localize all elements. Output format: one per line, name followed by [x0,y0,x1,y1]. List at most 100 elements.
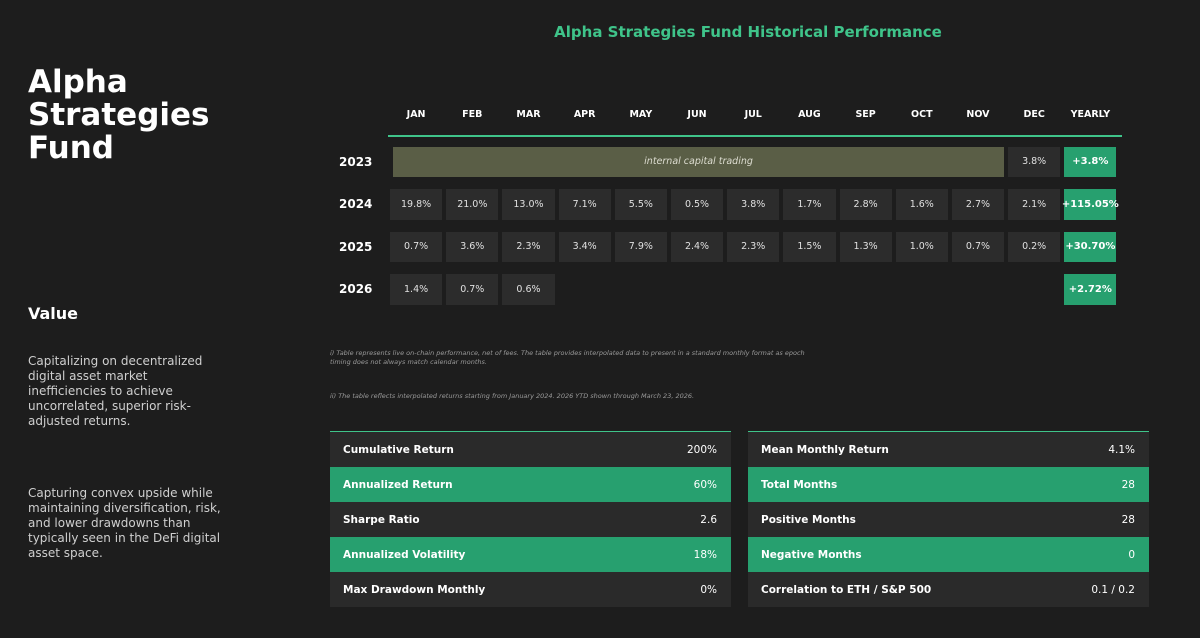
stat-value: 60% [693,478,717,491]
month-cell: 2.4% [670,231,724,262]
row-year-2026: 2026 [339,282,373,297]
stat-label: Annualized Volatility [343,548,466,561]
stats-table-right: Mean Monthly Return 4.1% Total Months 28 Pos… [748,431,1149,607]
stat-label: Positive Months [761,513,856,526]
month-cell: 7.1% [558,189,611,220]
column-header-jun: JUN [687,108,707,120]
stat-value: 0.1 / 0.2 [1091,583,1135,596]
column-header-dec: DEC [1023,108,1045,120]
column-header-mar: MAR [516,108,541,120]
stat-label: Total Months [761,478,838,491]
stat-value: 4.1% [1108,443,1135,456]
month-cell-dec: 3.8% [1008,146,1061,177]
month-cell: 0.5% [670,189,724,220]
footnote-1: i) Table represents live on-chain perfor… [330,349,805,366]
month-cell: 7.9% [614,231,667,262]
month-cell [559,274,611,305]
row-year-2024: 2024 [339,197,373,212]
value-paragraph-1: Capitalizing on decentralized digital as… [28,354,203,428]
stat-value: 28 [1121,478,1135,491]
column-header-jul: JUL [744,108,762,120]
month-cell: 21.0% [446,189,499,220]
stat-row: Sharpe Ratio 2.6 [330,502,731,537]
stat-row: Cumulative Return 200% [330,432,731,467]
stat-value: 2.6 [700,513,717,526]
yearly-cell: +2.72% [1064,274,1117,305]
month-cell [783,274,835,305]
stats-table-left: Cumulative Return 200% Annualized Return 60… [330,431,731,607]
column-header-apr: APR [573,108,596,120]
stat-row: Correlation to ETH / S&P 500 0.1 / 0.2 [748,572,1149,607]
month-cell: 19.8% [390,189,443,220]
month-cell [671,274,723,305]
month-cell [840,274,892,305]
month-cell [727,274,779,305]
month-cell: 0.6% [502,274,555,305]
month-cell [1008,274,1060,305]
month-cell: 13.0% [502,189,555,220]
yearly-cell: +3.8% [1064,146,1117,177]
month-cell: 1.0% [895,231,948,262]
header-spacer [332,98,388,130]
month-cell [896,274,948,305]
month-cell: 0.7% [446,274,499,305]
sidebar: Alpha Strategies Fund Value Capitalizing… [28,0,258,638]
yearly-cell: +115.05% [1062,189,1119,220]
value-paragraph-2: Capturing convex upside while maintainin… [28,486,221,560]
month-cell: 2.1% [1008,189,1061,220]
month-cell: 1.5% [783,231,836,262]
month-cell: 2.3% [502,231,555,262]
column-header-may: MAY [629,108,653,120]
yearly-cell: +30.70% [1064,231,1117,262]
column-header-yearly: YEARLY [1070,108,1111,120]
month-cell: 3.6% [446,231,499,262]
footnote-2: ii) The table reflects interpolated retu… [330,392,695,400]
row-year-2025: 2025 [339,239,373,254]
fund-title: Alpha Strategies Fund [28,64,210,166]
stat-label: Max Drawdown Monthly [343,583,486,596]
stat-row: Negative Months 0 [748,537,1149,572]
column-header-feb: FEB [462,108,483,120]
column-header-aug: AUG [798,108,821,120]
stat-row: Max Drawdown Monthly 0% [330,572,731,607]
table-header-divider [388,135,1122,137]
stat-row: Total Months 28 [748,467,1149,502]
stat-label: Negative Months [761,548,862,561]
month-cell: 1.7% [783,189,836,220]
stat-label: Sharpe Ratio [343,513,420,526]
stat-value: 18% [693,548,717,561]
internal-trading-cell: internal capital trading [393,146,1005,177]
month-cell: 1.6% [895,189,948,220]
stat-row: Mean Monthly Return 4.1% [748,432,1149,467]
stat-row: Positive Months 28 [748,502,1149,537]
month-cell: 3.4% [558,231,611,262]
stat-row: Annualized Volatility 18% [330,537,731,572]
month-cell: 1.3% [839,231,892,262]
month-cell: 0.2% [1008,231,1061,262]
month-cell [952,274,1004,305]
stat-value: 0% [700,583,717,596]
row-year-2023: 2023 [339,154,373,169]
stat-label: Mean Monthly Return [761,443,889,456]
month-cell: 0.7% [951,231,1005,262]
stat-value: 28 [1121,513,1135,526]
month-cell: 0.7% [390,231,443,262]
month-cell: 2.3% [727,231,780,262]
column-header-jan: JAN [406,108,426,120]
month-cell: 1.4% [390,274,443,305]
stat-label: Annualized Return [343,478,453,491]
stat-row: Annualized Return 60% [330,467,731,502]
month-cell [615,274,667,305]
month-cell: 2.7% [951,189,1005,220]
value-heading: Value [28,304,79,323]
stat-value: 200% [686,443,717,456]
column-header-nov: NOV [966,108,990,120]
stat-label: Correlation to ETH / S&P 500 [761,583,932,596]
stat-value: 0 [1128,548,1135,561]
performance-table: JAN FEB MAR APR MAY JUN JUL AUG SEP OCT NOV DEC YEAR… [332,98,1119,311]
month-cell: 3.8% [727,189,780,220]
month-cell: 2.8% [839,189,892,220]
column-header-sep: SEP [855,108,876,120]
column-header-oct: OCT [911,108,933,120]
page-title: Alpha Strategies Fund Historical Perform… [554,23,942,41]
